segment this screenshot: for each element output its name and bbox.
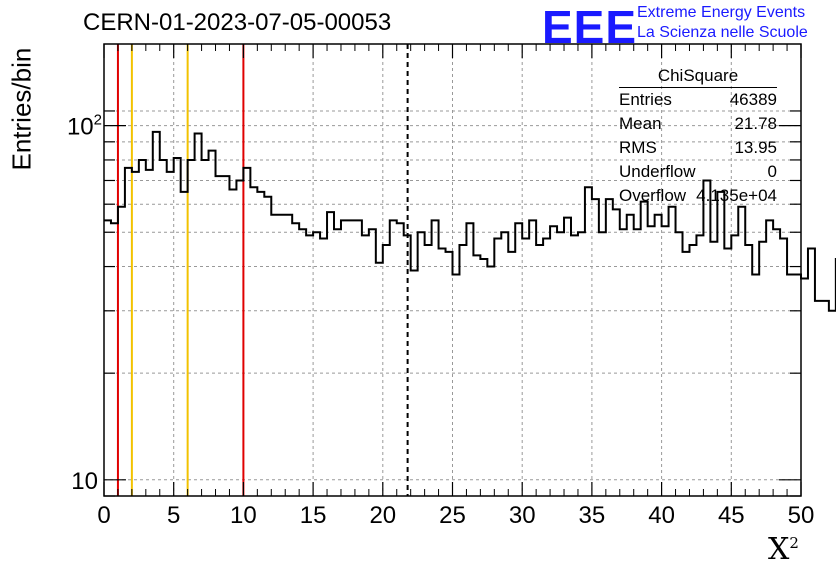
stats-value: 21.78 <box>734 114 777 133</box>
run-id-title: CERN-01-2023-07-05-00053 <box>83 9 392 36</box>
reference-lines <box>116 44 409 496</box>
stats-box: ChiSquare Entries 46389 Mean 21.78 RMS 13.9… <box>611 66 777 208</box>
histogram-series <box>104 130 836 312</box>
stats-label: Overflow <box>619 186 687 205</box>
y-tick-label: 102 <box>67 112 102 141</box>
y-axis-label: Entries/bin <box>6 47 37 171</box>
x-tick-label: 5 <box>167 502 180 529</box>
x-tick-label: 0 <box>97 502 110 529</box>
x-axis-label-superscript: 2 <box>789 534 799 552</box>
stats-value: 13.95 <box>734 138 777 157</box>
x-tick-label: 25 <box>439 502 466 529</box>
stats-title: ChiSquare <box>619 66 777 88</box>
eee-logo: EEE <box>542 1 638 53</box>
x-tick-label: 45 <box>718 502 745 529</box>
stats-value: 46389 <box>729 90 777 109</box>
plot-frame <box>103 43 802 497</box>
stats-row-underflow: Underflow 0 <box>611 160 777 184</box>
stats-row-rms: RMS 13.95 <box>611 136 777 160</box>
y-tick-label-superscript: 2 <box>94 112 102 129</box>
stats-label: Mean <box>619 114 662 133</box>
x-tick-label: 30 <box>509 502 536 529</box>
x-tick-label: 20 <box>369 502 396 529</box>
stats-label: Entries <box>619 90 672 109</box>
stats-row-mean: Mean 21.78 <box>611 112 777 136</box>
x-axis-label-base: X <box>768 532 790 567</box>
stats-value: 0 <box>767 162 777 181</box>
stats-row-overflow: Overflow 4.135e+04 <box>611 184 777 208</box>
x-axis-label: X2 <box>768 532 799 567</box>
stats-label: Underflow <box>619 162 696 181</box>
x-tick-label: 35 <box>579 502 606 529</box>
x-tick-label: 50 <box>788 502 815 529</box>
x-tick-label: 10 <box>230 502 257 529</box>
stats-value: 4.135e+04 <box>696 186 777 205</box>
stats-label: RMS <box>619 138 657 157</box>
stats-row-entries: Entries 46389 <box>611 88 777 112</box>
x-tick-label: 40 <box>648 502 675 529</box>
logo-subtitle-2: La Scienza nelle Scuole <box>637 24 808 41</box>
logo-subtitle-1: Extreme Energy Events <box>637 4 806 21</box>
y-tick-label: 10 <box>71 468 98 495</box>
x-tick-label: 15 <box>300 502 327 529</box>
